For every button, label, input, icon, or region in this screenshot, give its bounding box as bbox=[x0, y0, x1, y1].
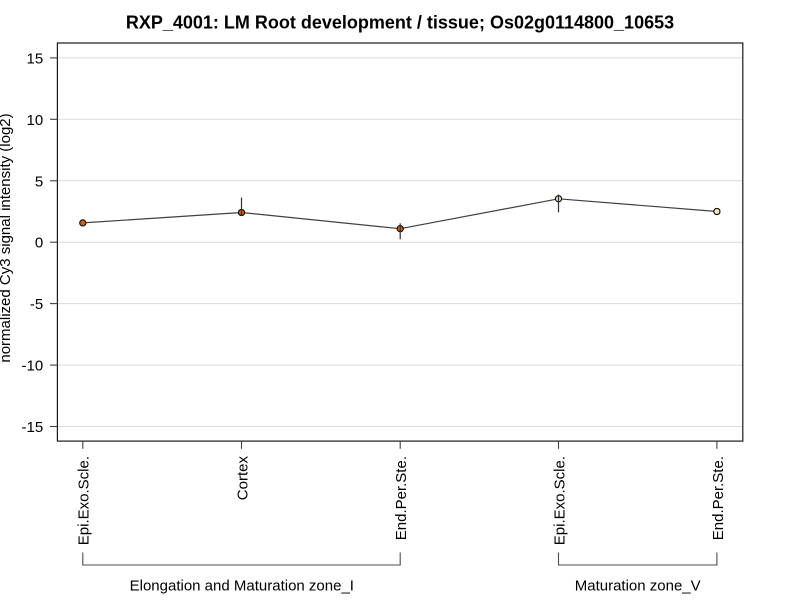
svg-text:Cortex: Cortex bbox=[234, 456, 251, 501]
svg-text:Epi.Exo.Scle.: Epi.Exo.Scle. bbox=[76, 456, 93, 545]
svg-text:15: 15 bbox=[27, 50, 44, 67]
svg-text:Elongation and Maturation zone: Elongation and Maturation zone_I bbox=[130, 578, 354, 595]
svg-text:RXP_4001: LM Root development: RXP_4001: LM Root development / tissue; … bbox=[126, 13, 674, 33]
svg-text:Epi.Exo.Scle.: Epi.Exo.Scle. bbox=[551, 456, 568, 545]
svg-text:-15: -15 bbox=[22, 419, 44, 436]
svg-text:-5: -5 bbox=[30, 296, 43, 313]
svg-text:End.Per.Ste.: End.Per.Ste. bbox=[710, 456, 727, 540]
svg-text:normalized Cy3 signal intensit: normalized Cy3 signal intensity (log2) bbox=[0, 113, 14, 362]
svg-text:End.Per.Ste.: End.Per.Ste. bbox=[393, 456, 410, 540]
svg-text:-10: -10 bbox=[22, 358, 44, 375]
svg-text:0: 0 bbox=[35, 235, 43, 252]
svg-text:Maturation zone_V: Maturation zone_V bbox=[575, 578, 701, 595]
svg-text:5: 5 bbox=[35, 173, 43, 190]
svg-text:10: 10 bbox=[27, 112, 44, 129]
